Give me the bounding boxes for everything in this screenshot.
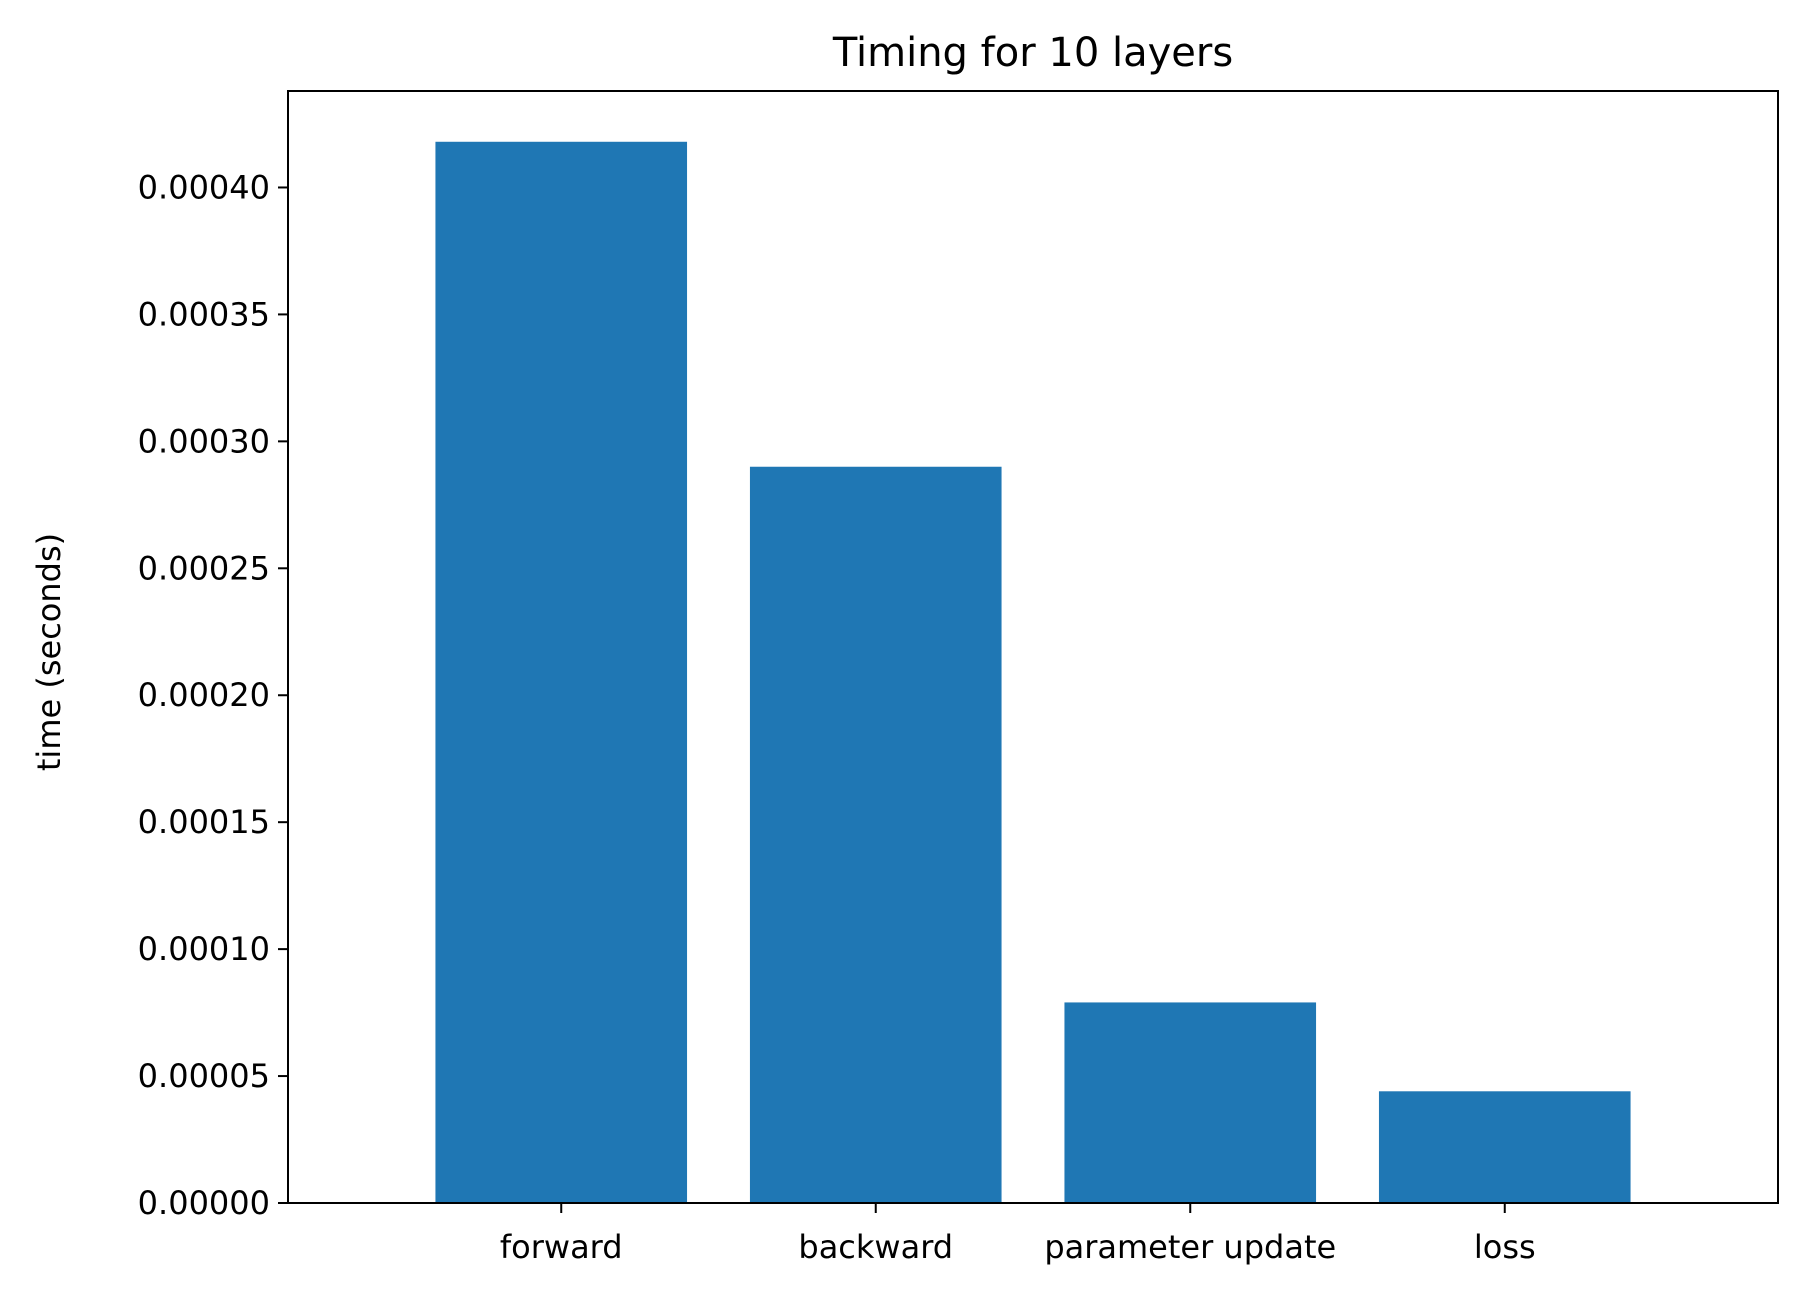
y-tick-label: 0.00030 <box>138 422 270 460</box>
bar-forward <box>435 141 688 1204</box>
x-tick-label: parameter update <box>1044 1228 1336 1266</box>
y-tick-label: 0.00040 <box>138 168 270 206</box>
y-tick-label: 0.00000 <box>138 1184 270 1222</box>
x-tick-label: loss <box>1474 1228 1536 1266</box>
y-tick-label: 0.00035 <box>138 295 270 333</box>
y-tick-label: 0.00025 <box>138 549 270 587</box>
plot-frame <box>287 90 1779 1204</box>
y-tick-label: 0.00005 <box>138 1057 270 1095</box>
y-tick-label: 0.00015 <box>138 803 270 841</box>
x-tick-label: backward <box>798 1228 953 1266</box>
x-axis: forward backward parameter update loss <box>500 1203 1536 1266</box>
y-axis: 0.00000 0.00005 0.00010 0.00015 0.00020 0.000… <box>138 168 288 1222</box>
chart-title: Timing for 10 layers <box>832 30 1233 76</box>
y-tick-label: 0.00020 <box>138 676 270 714</box>
bars-layer <box>435 141 1631 1204</box>
x-tick-label: forward <box>500 1228 623 1266</box>
bar-loss <box>1378 1091 1631 1203</box>
y-tick-label: 0.00010 <box>138 930 270 968</box>
bar-backward <box>749 466 1002 1204</box>
bar-parameter-update <box>1064 1002 1317 1203</box>
y-axis-label: time (seconds) <box>30 533 68 771</box>
